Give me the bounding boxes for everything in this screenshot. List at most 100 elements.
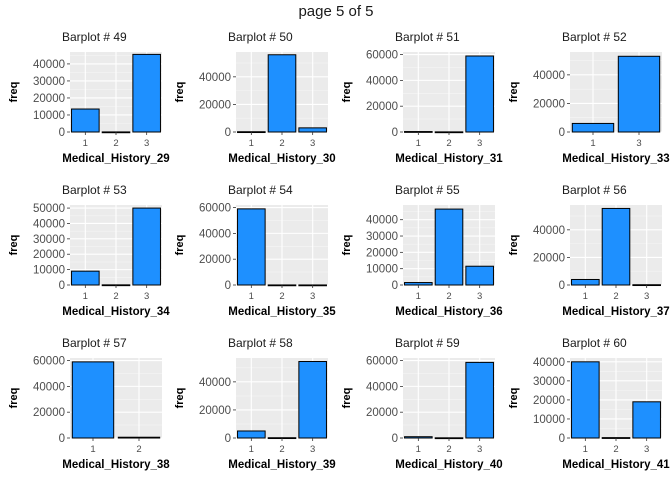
x-tick-label: 2 [446,291,451,302]
y-tick-label: 40000 [199,228,231,240]
bar [298,127,327,133]
y-tick-label: 40000 [533,225,565,237]
y-tick-label: 30000 [366,231,398,243]
x-tick-label: 1 [590,138,595,149]
x-tick-label: 2 [613,444,618,455]
y-axis-title: freq [174,235,186,256]
barplot-panel: Barplot # 56 0 20000 40000 1 2 3 Medical_Histor… [508,183,670,318]
bar [404,282,433,286]
barplot-panel: Barplot # 58 0 20000 40000 1 2 3 Medical_Histor… [174,336,336,471]
bar [237,430,266,439]
barplot-panel: Barplot # 59 0 20000 40000 60000 1 2 3 Medical_H… [341,336,503,471]
x-tick-label: 2 [136,444,141,455]
bar [617,55,661,133]
bar [465,55,494,133]
y-tick-label: 40000 [366,215,398,227]
barplot-panel: Barplot # 57 0 20000 40000 60000 1 2 Medical_Hi… [8,336,170,471]
x-tick-label: 3 [477,291,482,302]
x-axis-title: Medical_History_40 [395,459,502,471]
x-tick-label: 3 [310,138,315,149]
x-tick-label: 3 [477,138,482,149]
y-tick-label: 20000 [366,247,398,259]
page-title: page 5 of 5 [298,3,374,20]
chart-title: Barplot # 57 [62,336,127,350]
y-tick-label: 20000 [533,252,565,264]
y-tick-label: 10000 [533,414,565,426]
x-tick-label: 2 [113,138,118,149]
y-axis-title: freq [174,388,186,409]
y-tick-label: 40000 [366,381,398,393]
x-tick-label: 3 [310,291,315,302]
x-tick-label: 2 [446,444,451,455]
x-tick-label: 3 [310,444,315,455]
chart-title: Barplot # 55 [395,183,460,197]
x-tick-label: 3 [477,444,482,455]
barplot-panel: Barplot # 55 0 10000 20000 30000 40000 1 2 3 Medi… [341,183,503,318]
y-tick-label: 0 [225,433,231,445]
x-tick-label: 1 [249,138,254,149]
x-tick-label: 2 [279,444,284,455]
y-tick-label: 20000 [199,99,231,111]
chart-title: Barplot # 54 [228,183,293,197]
bar [71,270,100,286]
y-tick-label: 40000 [33,59,65,71]
y-tick-label: 20000 [199,405,231,417]
y-tick-label: 30000 [33,234,65,246]
x-tick-label: 1 [583,444,588,455]
chart-title: Barplot # 52 [562,30,627,44]
y-tick-label: 20000 [366,407,398,419]
y-tick-label: 0 [559,433,565,445]
barplot-panel: Barplot # 52 0 20000 40000 1 3 Medical_History… [508,30,670,165]
x-tick-label: 1 [416,444,421,455]
y-axis-title: freq [508,82,520,103]
x-tick-label: 1 [83,291,88,302]
chart-title: Barplot # 50 [228,30,293,44]
y-tick-label: 20000 [366,101,398,113]
x-tick-label: 3 [644,444,649,455]
chart-title: Barplot # 56 [562,183,627,197]
y-axis-title: freq [8,82,20,103]
bar [71,108,100,133]
chart-title: Barplot # 51 [395,30,460,44]
y-tick-label: 60000 [33,356,65,368]
bar [132,207,161,286]
y-tick-label: 60000 [366,50,398,62]
y-tick-label: 0 [559,280,565,292]
x-tick-label: 3 [644,291,649,302]
y-tick-label: 0 [225,127,231,139]
bar [601,207,631,286]
barplot-panel: Barplot # 50 0 20000 40000 1 2 3 Medical_Histor… [174,30,336,165]
x-tick-label: 2 [279,291,284,302]
x-tick-label: 2 [446,138,451,149]
y-tick-label: 20000 [533,98,565,110]
y-tick-label: 60000 [199,203,231,215]
x-axis-title: Medical_History_33 [562,153,669,165]
x-tick-label: 1 [249,444,254,455]
bar [465,361,494,439]
bar [132,53,161,133]
x-tick-label: 2 [113,291,118,302]
y-tick-label: 20000 [33,93,65,105]
bar [237,208,266,286]
y-tick-label: 30000 [533,376,565,388]
y-tick-label: 40000 [199,377,231,389]
barplot-panel: Barplot # 49 0 10000 20000 30000 40000 1 2 3 Medi… [8,30,170,165]
x-axis-title: Medical_History_30 [228,153,335,165]
x-tick-label: 1 [83,138,88,149]
x-tick-label: 1 [416,138,421,149]
y-tick-label: 40000 [366,75,398,87]
y-axis-title: freq [341,235,353,256]
y-axis-title: freq [508,235,520,256]
x-axis-title: Medical_History_37 [562,306,669,318]
y-tick-label: 0 [59,433,65,445]
barplot-panel: Barplot # 54 0 20000 40000 60000 1 2 3 Medical_H… [174,183,336,318]
x-tick-label: 2 [279,138,284,149]
y-tick-label: 0 [59,127,65,139]
x-axis-title: Medical_History_39 [228,459,335,471]
y-tick-label: 0 [392,433,398,445]
x-tick-label: 1 [583,291,588,302]
y-axis-title: freq [508,388,520,409]
x-tick-label: 3 [144,138,149,149]
x-axis-title: Medical_History_36 [395,306,502,318]
